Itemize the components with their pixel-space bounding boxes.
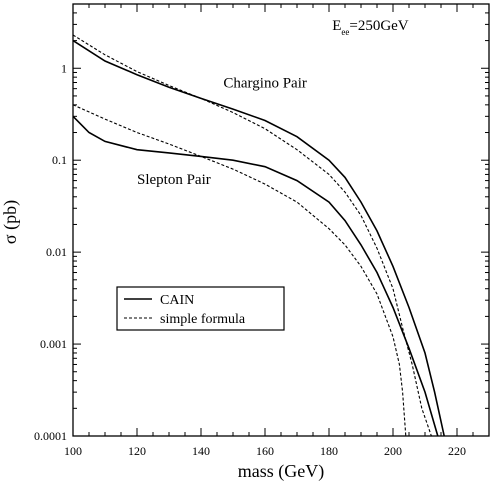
annotation-0: Eee=250GeV: [332, 18, 409, 37]
series-line-slepton-pair-solid: [72, 115, 439, 437]
x-tick-label: 120: [128, 444, 146, 458]
legend-label-cain: CAIN: [160, 293, 194, 308]
legend: CAIN simple formula: [116, 286, 285, 331]
y-tick-label: 0.001: [40, 337, 67, 351]
series-line-slepton-pair-dashed: [72, 104, 407, 437]
annotations: Eee=250GeV Chargino Pair Slepton Pair: [137, 18, 409, 188]
y-tick-label: 0.0001: [34, 429, 67, 443]
annotation-1: Chargino Pair: [223, 75, 306, 91]
x-tick-label: 140: [192, 444, 210, 458]
curves: [72, 34, 445, 437]
y-tick-label: 0.1: [52, 153, 67, 167]
legend-label-simple-formula: simple formula: [160, 312, 246, 327]
x-tick-label: 200: [384, 444, 402, 458]
tick-labels: 100 120 140 160 180 200 220 0.0001 0.001 0.01 0.1 1: [34, 61, 466, 458]
legend-box: [116, 286, 285, 331]
series-line-chargino-pair-solid: [72, 39, 445, 437]
y-tick-label: 1: [61, 61, 67, 75]
annotation-2: Slepton Pair: [137, 172, 211, 188]
x-tick-label: 220: [448, 444, 466, 458]
x-axis-label: mass (GeV): [238, 461, 324, 482]
y-axis-label: σ (pb): [0, 200, 21, 244]
series-line-chargino-pair-dashed: [72, 34, 432, 437]
tick-marks: [72, 3, 490, 437]
y-tick-label: 0.01: [46, 245, 67, 259]
x-tick-label: 100: [64, 444, 82, 458]
plot-frame: [72, 3, 490, 437]
x-tick-label: 180: [320, 444, 338, 458]
x-tick-label: 160: [256, 444, 274, 458]
